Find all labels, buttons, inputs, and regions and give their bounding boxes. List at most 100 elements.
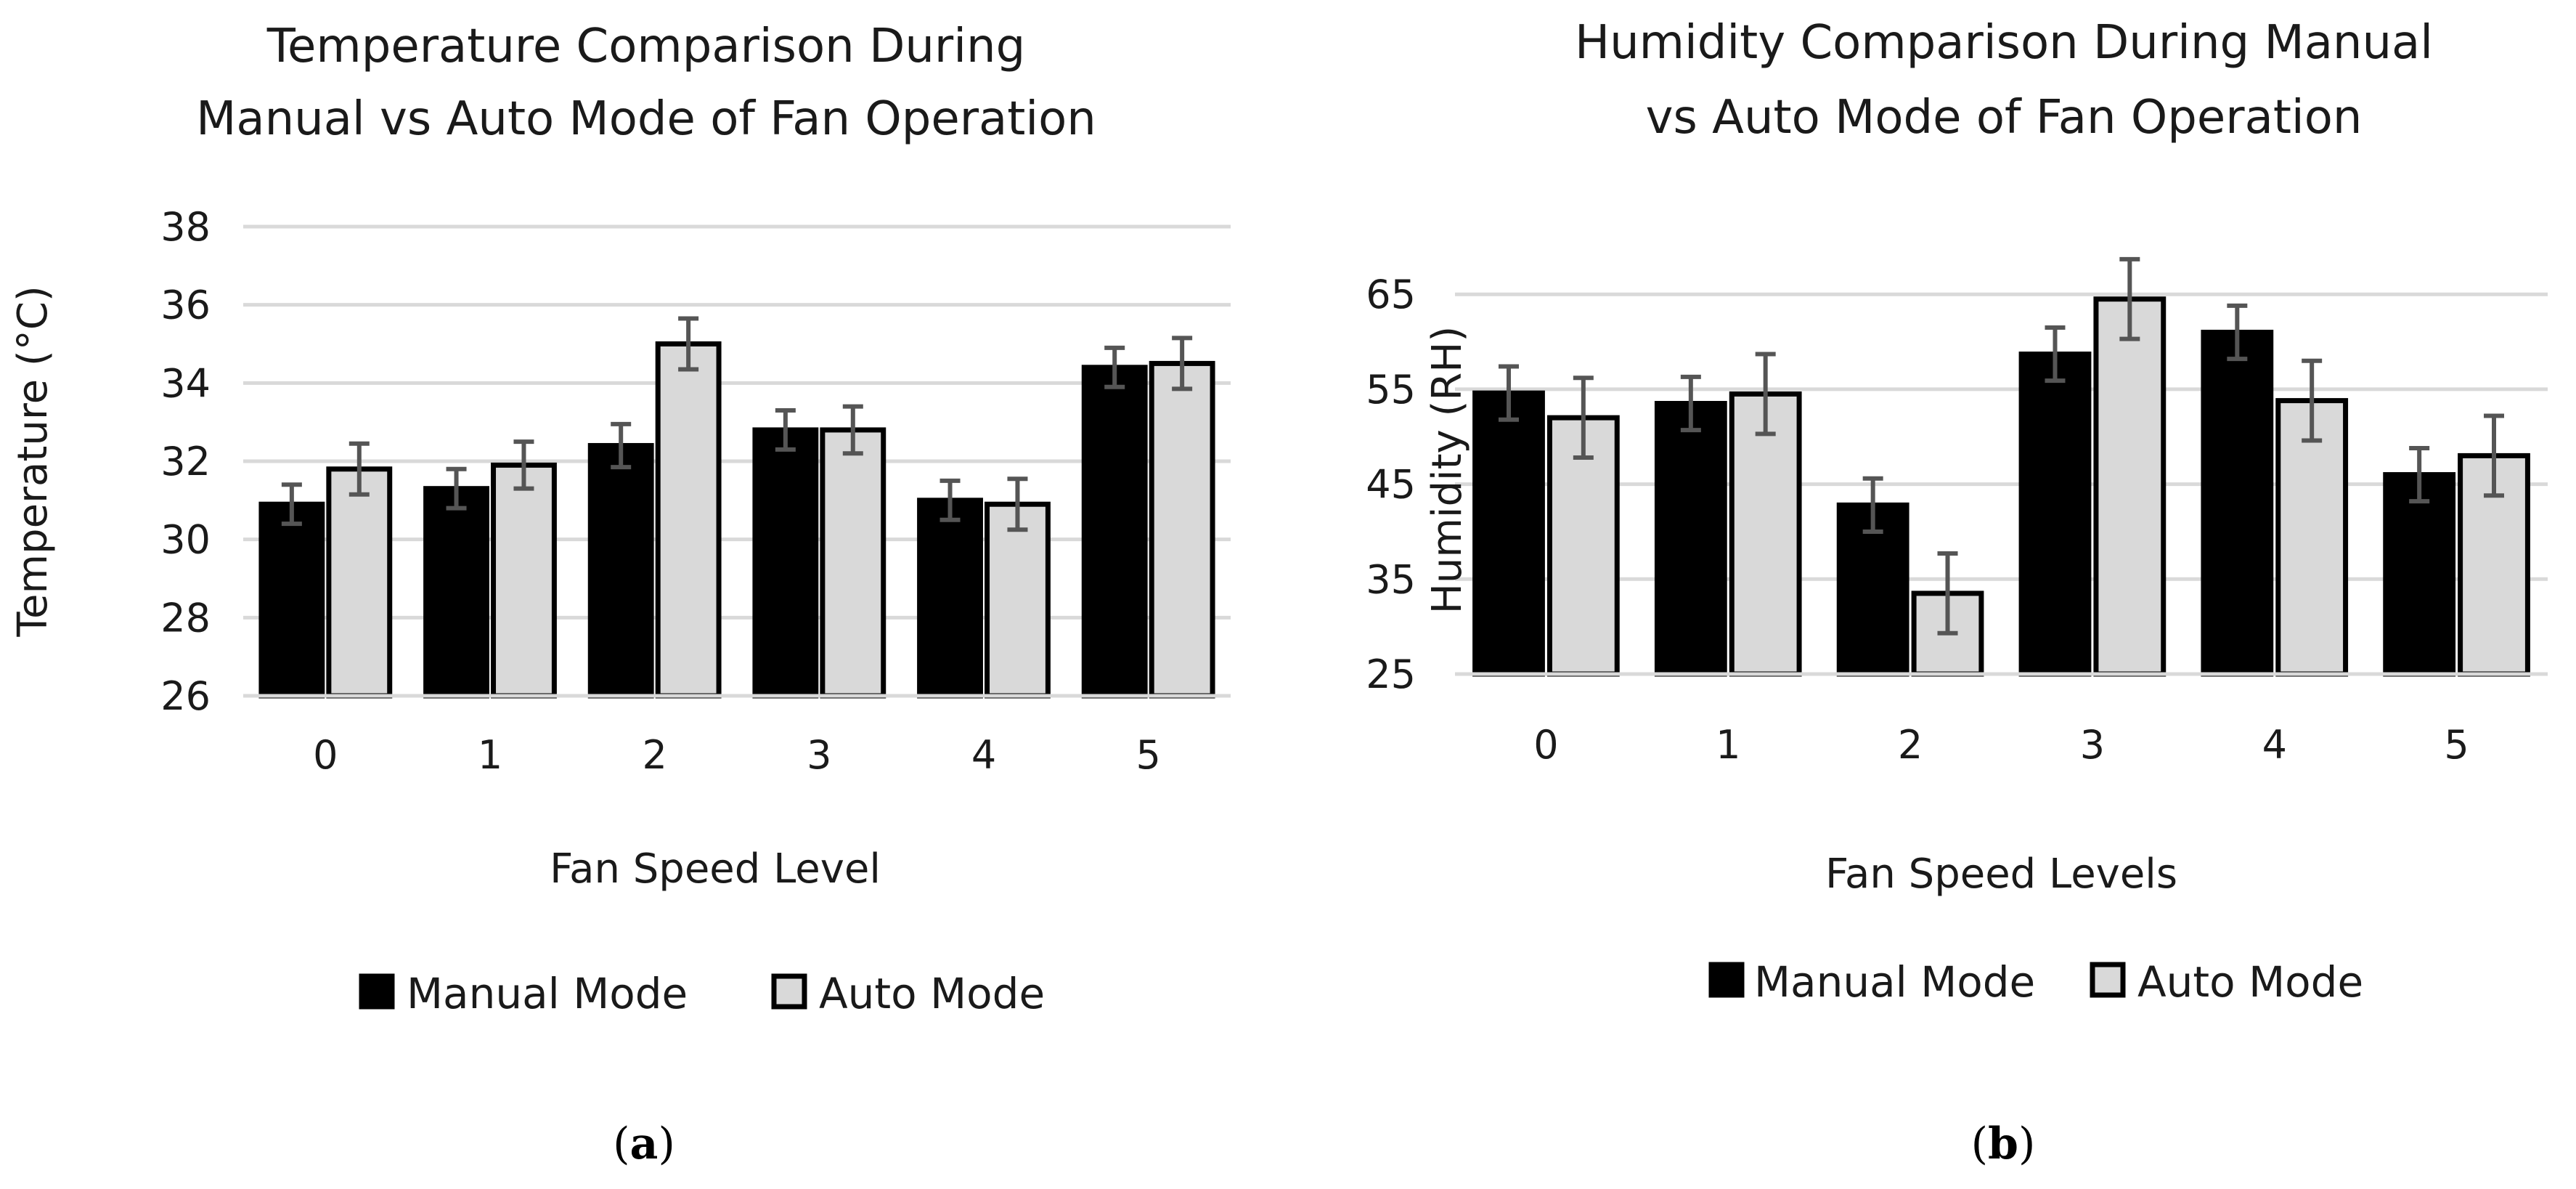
y-tick-label: 34 — [160, 360, 211, 406]
error-bar-manual-1 — [446, 466, 467, 511]
bar-auto-1 — [1729, 391, 1802, 677]
temperature-chart: Temperature Comparison During Manual vs A… — [9, 20, 1231, 1169]
y-tick-label: 28 — [160, 595, 211, 641]
error-bar-manual-4 — [2227, 303, 2248, 362]
y-tick-label: 30 — [160, 517, 211, 563]
x-tick-label: 1 — [1716, 722, 1740, 768]
legend-item-manual: Manual Mode — [1708, 957, 2035, 1007]
panel-caption: (a) — [613, 1119, 675, 1169]
x-tick-label: 0 — [1533, 722, 1558, 768]
chart-title-line: vs Auto Mode of Fan Operation — [1646, 91, 2363, 145]
y-tick-label: 35 — [1366, 556, 1416, 602]
error-bar-manual-3 — [775, 408, 796, 452]
error-bar-auto-4 — [2302, 358, 2323, 443]
caption-open-paren: ( — [1971, 1119, 1988, 1169]
bar-manual-3 — [2018, 352, 2092, 677]
y-tick-label: 32 — [160, 439, 211, 484]
x-tick-label: 4 — [971, 732, 996, 778]
chart-title-line: Temperature Comparison During — [266, 20, 1025, 73]
error-bar-auto-3 — [842, 404, 863, 456]
bar-auto-2 — [655, 341, 722, 699]
error-bar-auto-1 — [1755, 352, 1776, 437]
bar-manual-2 — [587, 442, 654, 699]
bar-manual-0 — [1472, 390, 1545, 677]
x-tick-label: 4 — [2262, 722, 2287, 768]
bar-manual-1 — [1654, 401, 1727, 677]
legend-swatch — [1708, 962, 1745, 998]
temperature-chart-panel: Temperature Comparison During Manual vs A… — [9, 20, 1231, 1169]
x-tick-label: 0 — [313, 732, 338, 778]
x-tick-label: 3 — [807, 732, 831, 778]
humidity-chart-panel: Humidity Comparison During Manual vs Auto… — [1288, 0, 2576, 1189]
error-bar-auto-3 — [2119, 256, 2140, 341]
bar-manual-3 — [752, 427, 819, 699]
caption-letter: b — [1988, 1119, 2018, 1169]
bar-auto-4 — [985, 501, 1051, 699]
bar-auto-3 — [2093, 296, 2167, 677]
y-tick-label: 25 — [1366, 652, 1416, 697]
caption-close-paren: ) — [658, 1119, 674, 1169]
error-bar-auto-5 — [1172, 336, 1193, 391]
chart-title-line: Humidity Comparison During Manual — [1575, 16, 2433, 70]
error-bar-auto-2 — [678, 316, 699, 372]
legend-item-manual: Manual Mode — [359, 969, 688, 1018]
x-axis-title: Fan Speed Level — [550, 845, 881, 893]
y-tick-label: 45 — [1366, 462, 1416, 508]
x-tick-label: 3 — [2080, 722, 2105, 768]
x-tick-label: 2 — [642, 732, 667, 778]
bar-manual-5 — [1081, 365, 1148, 699]
legend-item-auto: Auto Mode — [771, 969, 1045, 1018]
x-axis-title: Fan Speed Levels — [1825, 851, 2177, 898]
error-bar-manual-0 — [281, 482, 302, 527]
y-axis-title: Humidity (RH) — [1424, 326, 1471, 614]
bar-auto-0 — [326, 466, 393, 699]
bar-manual-1 — [423, 486, 489, 699]
error-bar-manual-0 — [1498, 364, 1519, 422]
legend: Manual Mode Auto Mode — [359, 969, 1045, 1018]
error-bar-auto-4 — [1007, 476, 1028, 532]
y-tick-label: 38 — [160, 204, 211, 250]
error-bar-manual-2 — [611, 421, 632, 470]
y-axis-title: Temperature (°C) — [9, 285, 57, 637]
x-tick-label: 5 — [1136, 732, 1160, 778]
error-bar-auto-2 — [1937, 551, 1958, 636]
x-tick-label: 2 — [1898, 722, 1923, 768]
bar-manual-5 — [2383, 472, 2456, 677]
legend-label: Manual Mode — [407, 969, 688, 1018]
x-tick-label: 5 — [2444, 722, 2469, 768]
error-bar-auto-1 — [513, 439, 534, 491]
x-tick-label: 1 — [478, 732, 502, 778]
y-tick-label: 65 — [1366, 272, 1416, 317]
error-bar-manual-4 — [939, 478, 961, 522]
bar-manual-4 — [917, 498, 983, 699]
error-bar-auto-0 — [1573, 376, 1594, 460]
error-bar-manual-5 — [1104, 345, 1125, 389]
caption-open-paren: ( — [613, 1119, 629, 1169]
bar-auto-3 — [820, 427, 886, 699]
legend-label: Manual Mode — [1754, 957, 2035, 1007]
error-bar-auto-0 — [349, 441, 370, 497]
bar-auto-1 — [491, 462, 557, 699]
error-bar-manual-3 — [2045, 325, 2066, 384]
bar-manual-0 — [258, 501, 325, 699]
y-tick-label: 55 — [1366, 367, 1416, 413]
legend: Manual Mode Auto Mode — [1708, 957, 2363, 1007]
bar-auto-5 — [1149, 360, 1215, 699]
caption-letter: a — [630, 1119, 659, 1169]
legend-swatch — [359, 973, 395, 1010]
legend-label: Auto Mode — [2137, 957, 2363, 1007]
bar-manual-4 — [2201, 329, 2274, 677]
caption-close-paren: ) — [2018, 1119, 2035, 1169]
chart-title-line: Manual vs Auto Mode of Fan Operation — [196, 92, 1096, 146]
legend-label: Auto Mode — [819, 969, 1045, 1018]
legend-swatch — [771, 973, 807, 1010]
humidity-chart: Humidity Comparison During Manual vs Auto… — [1366, 16, 2548, 1169]
error-bar-manual-1 — [1680, 374, 1701, 433]
error-bar-manual-5 — [2409, 445, 2430, 504]
y-tick-label: 36 — [160, 283, 211, 328]
error-bar-manual-2 — [1862, 476, 1883, 534]
error-bar-auto-5 — [2484, 413, 2505, 498]
y-tick-label: 26 — [160, 673, 211, 719]
legend-swatch — [2090, 962, 2126, 998]
legend-item-auto: Auto Mode — [2090, 957, 2363, 1007]
